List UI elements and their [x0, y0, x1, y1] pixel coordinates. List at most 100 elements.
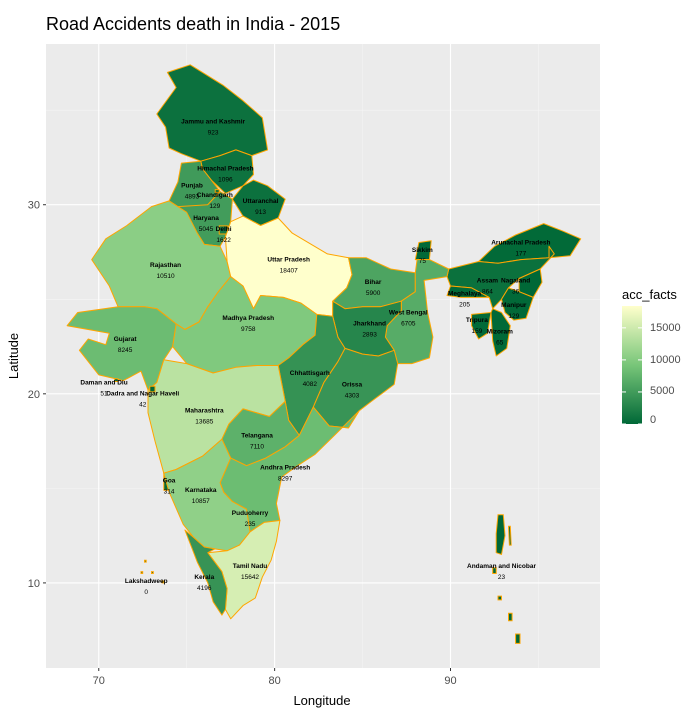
- state-value-label: 129: [209, 203, 220, 210]
- state-name-label: Tamil Nadu: [233, 563, 268, 570]
- state-value-label: 75: [419, 258, 427, 265]
- state-value-label: 2893: [362, 332, 377, 339]
- state-lakshadweep: [151, 571, 154, 574]
- state-lakshadweep: [140, 571, 144, 574]
- state-value-label: 5900: [366, 290, 381, 297]
- state-name-label: Bihar: [365, 279, 382, 286]
- y-tick-label: 30: [28, 200, 40, 212]
- state-name-label: Jammu and Kashmir: [181, 118, 245, 125]
- x-axis-ticks: 70 80 90: [93, 668, 457, 687]
- state-labels: Jammu and Kashmir 923 Himachal Pradesh 1096…: [80, 118, 550, 595]
- state-name-label: Haryana: [193, 215, 219, 222]
- state-value-label: 4082: [303, 381, 318, 388]
- state-name-label: Punjab: [181, 183, 203, 190]
- state-value-label: 4893: [185, 194, 200, 201]
- state-daman-and-diu: [114, 378, 119, 382]
- state-polygons: [66, 64, 582, 644]
- y-axis-ticks: 10 20 30: [28, 200, 46, 590]
- state-name-label: Himachal Pradesh: [197, 166, 253, 173]
- state-name-label: Uttar Pradesh: [267, 256, 310, 263]
- state-name-label: Meghalaya: [448, 290, 482, 297]
- state-andaman-and-nicobar: [497, 595, 502, 601]
- state-value-label: 13685: [195, 419, 213, 426]
- state-chandigarh: [214, 189, 220, 193]
- state-name-label: Nagaland: [501, 277, 530, 284]
- state-manipur: [501, 287, 534, 321]
- state-nagaland: [518, 268, 543, 298]
- state-name-label: Arunachal Pradesh: [491, 239, 550, 246]
- state-value-label: 8297: [278, 475, 293, 482]
- state-value-label: 923: [208, 129, 219, 136]
- state-name-label: Andaman and Nicobar: [467, 563, 536, 570]
- state-name-label: Rajasthan: [150, 262, 181, 269]
- state-meghalaya: [446, 285, 490, 298]
- state-value-label: 0: [144, 589, 148, 596]
- state-name-label: Puduoherry: [232, 510, 269, 517]
- state-value-label: 65: [496, 339, 504, 346]
- state-name-label: Uttaranchal: [243, 198, 279, 205]
- state-value-label: 42: [139, 402, 147, 409]
- legend-tick-label: 15000: [650, 322, 681, 334]
- legend-tick-marks: [622, 327, 642, 425]
- state-mizoram: [490, 308, 511, 357]
- state-andaman-and-nicobar: [508, 612, 513, 622]
- state-value-label: 51: [100, 390, 108, 397]
- state-value-label: 7110: [250, 443, 264, 450]
- state-dadra-and-nagar-haveli: [149, 385, 156, 393]
- legend-colorbar: [622, 306, 642, 424]
- state-name-label: Maharashtra: [185, 408, 224, 415]
- state-value-label: 15642: [241, 574, 259, 581]
- state-value-label: 1622: [216, 237, 231, 244]
- state-value-label: 23: [498, 574, 506, 581]
- state-name-label: Chhattisgarh: [290, 370, 330, 377]
- state-value-label: 205: [459, 301, 470, 308]
- state-name-label: Jharkhand: [353, 321, 386, 328]
- state-value-label: 129: [508, 313, 519, 320]
- state-name-label: Telangana: [241, 432, 273, 439]
- state-value-label: 314: [164, 489, 175, 496]
- state-tripura: [471, 312, 492, 340]
- state-name-label: Madhya Pradesh: [222, 315, 274, 322]
- state-lakshadweep: [144, 559, 147, 563]
- state-name-label: Andhra Pradesh: [260, 464, 310, 471]
- legend-tick-label: 0: [650, 414, 657, 426]
- state-value-label: 864: [482, 288, 493, 295]
- x-tick-label: 90: [444, 675, 456, 687]
- legend-title: acc_facts: [622, 287, 677, 302]
- state-andaman-and-nicobar: [492, 567, 497, 574]
- state-value-label: 8245: [118, 347, 133, 354]
- x-tick-label: 80: [269, 675, 281, 687]
- state-name-label: Chandigarh: [197, 192, 233, 199]
- state-name-label: Assam: [477, 277, 499, 284]
- state-name-label: West Bengal: [389, 309, 428, 316]
- state-name-label: Karnataka: [185, 487, 217, 494]
- state-andaman-and-nicobar: [507, 525, 512, 546]
- state-value-label: 159: [471, 328, 482, 335]
- state-value-label: 36: [512, 288, 520, 295]
- state-value-label: 913: [255, 209, 266, 216]
- legend-tick-label: 10000: [650, 354, 681, 366]
- state-value-label: 5045: [199, 226, 214, 233]
- state-name-label: Dadra and Nagar Haveli: [106, 391, 179, 398]
- state-value-label: 177: [515, 250, 526, 257]
- x-axis-title: Longitude: [293, 693, 350, 708]
- state-kerala: [184, 529, 228, 616]
- chart-title: Road Accidents death in India - 2015: [46, 14, 341, 34]
- state-name-label: Manipur: [501, 302, 527, 309]
- state-value-label: 1096: [218, 177, 233, 184]
- state-name-label: Orissa: [342, 381, 363, 388]
- state-value-label: 9758: [241, 326, 256, 333]
- state-name-label: Tripura: [466, 317, 488, 324]
- state-name-label: Daman and Diu: [80, 379, 127, 386]
- state-value-label: 18407: [280, 267, 298, 274]
- state-name-label: Kerala: [194, 574, 214, 581]
- state-value-label: 10857: [192, 498, 210, 505]
- y-axis-title: Latitude: [6, 333, 21, 379]
- state-name-label: Delhi: [216, 226, 232, 233]
- y-tick-label: 10: [28, 578, 40, 590]
- state-value-label: 4303: [345, 392, 360, 399]
- state-value-label: 10510: [157, 273, 175, 280]
- state-value-label: 6705: [401, 320, 416, 327]
- state-delhi: [218, 225, 229, 235]
